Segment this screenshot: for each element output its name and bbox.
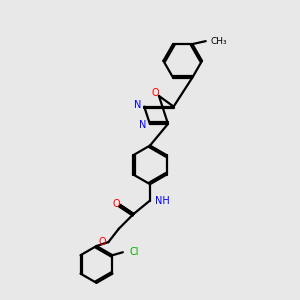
Text: CH₃: CH₃	[211, 37, 227, 46]
Text: O: O	[113, 199, 121, 209]
Text: N: N	[140, 120, 147, 130]
Text: O: O	[98, 237, 106, 247]
Text: Cl: Cl	[129, 247, 139, 257]
Text: O: O	[152, 88, 159, 98]
Text: NH: NH	[155, 196, 170, 206]
Text: N: N	[134, 100, 141, 110]
